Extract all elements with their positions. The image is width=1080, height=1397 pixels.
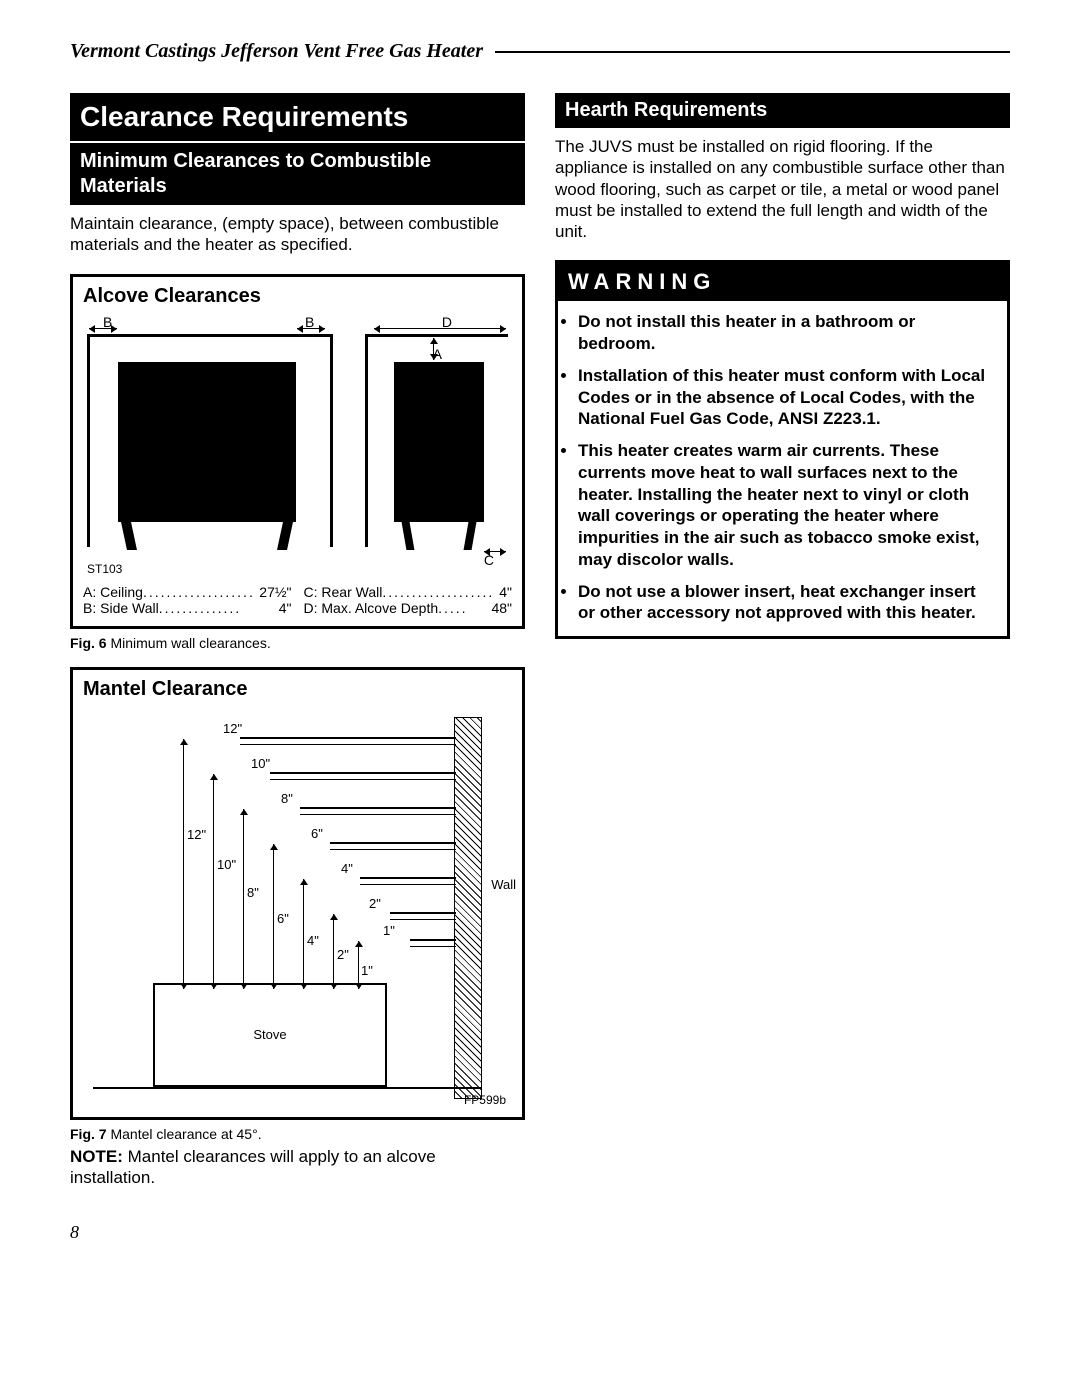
intro-text: Maintain clearance, (empty space), betwe… [70, 213, 525, 256]
mantel-stove: Stove [153, 983, 387, 1087]
fig7-caption: Fig. 7 Mantel clearance at 45°. [70, 1126, 525, 1142]
alcove-clearance-table: A: Ceiling ...................27½" B: Si… [83, 584, 512, 616]
h-4: 4" [307, 933, 319, 948]
alcove-title: Alcove Clearances [83, 285, 512, 308]
warning-item: Do not install this heater in a bathroom… [578, 311, 993, 355]
mantel-diagram: Stove Wall 12" 10" 8" 6" 4" 2 [83, 707, 512, 1107]
warning-item: Do not use a blower insert, heat exchang… [578, 581, 993, 625]
depth-8: 8" [281, 791, 293, 806]
doc-header: Vermont Castings Jefferson Vent Free Gas… [70, 40, 495, 63]
mantel-figure: Mantel Clearance Stove Wall 12" [70, 667, 525, 1120]
alcove-code: ST103 [87, 562, 122, 576]
warning-heading: WARNING [558, 263, 1007, 301]
depth-1: 1" [383, 923, 395, 938]
h-2: 2" [337, 947, 349, 962]
wall-label: Wall [491, 877, 516, 892]
hearth-heading: Hearth Requirements [555, 93, 1010, 128]
h-6: 6" [277, 911, 289, 926]
depth-2: 2" [369, 896, 381, 911]
mantel-note: NOTE: Mantel clearances will apply to an… [70, 1146, 525, 1189]
alcove-diagram: B B D A C ST103 [83, 314, 512, 574]
mantel-code: FP599b [464, 1093, 506, 1107]
warning-box: WARNING Do not install this heater in a … [555, 260, 1010, 639]
mantel-wall [454, 717, 482, 1099]
subheading-min-clearances: Minimum Clearances to Combustible Materi… [70, 143, 525, 205]
header-rule [495, 51, 1010, 53]
mantel-title: Mantel Clearance [83, 678, 512, 701]
warning-item: Installation of this heater must conform… [578, 365, 993, 430]
page-title: Clearance Requirements [70, 93, 525, 141]
h-10: 10" [217, 857, 236, 872]
fig6-caption: Fig. 6 Minimum wall clearances. [70, 635, 525, 651]
h-8: 8" [247, 885, 259, 900]
depth-6: 6" [311, 826, 323, 841]
depth-12: 12" [223, 721, 242, 736]
hearth-text: The JUVS must be installed on rigid floo… [555, 136, 1010, 242]
page-number: 8 [70, 1222, 1010, 1243]
depth-10: 10" [251, 756, 270, 771]
depth-4: 4" [341, 861, 353, 876]
alcove-figure: Alcove Clearances B [70, 274, 525, 629]
h-1: 1" [361, 963, 373, 978]
warning-item: This heater creates warm air currents. T… [578, 440, 993, 571]
h-12: 12" [187, 827, 206, 842]
